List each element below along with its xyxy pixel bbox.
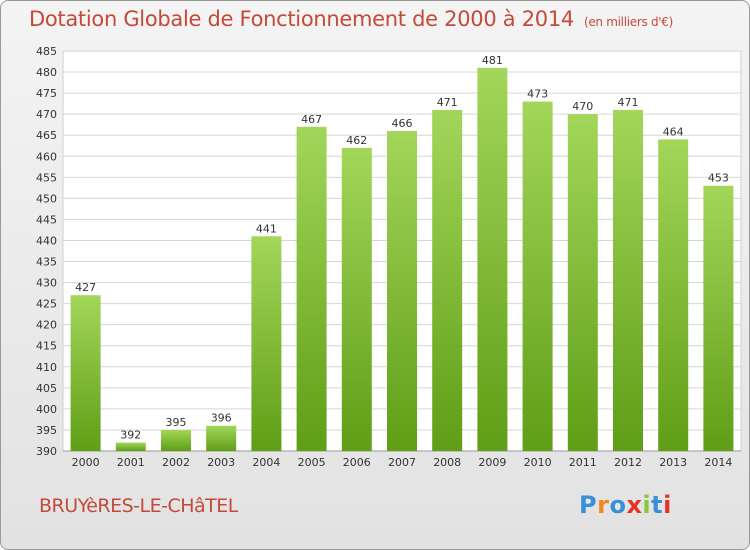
x-tick-label: 2010 (524, 456, 552, 469)
bar-2008 (432, 109, 463, 452)
data-label: 471 (618, 96, 639, 109)
data-label: 466 (392, 117, 413, 130)
data-label: 392 (120, 429, 141, 442)
data-label: 481 (482, 54, 503, 67)
y-tick-label: 455 (36, 171, 57, 184)
data-label: 395 (166, 416, 187, 429)
title-text: Dotation Globale de Fonctionnement de 20… (29, 7, 574, 31)
y-tick-label: 450 (36, 192, 57, 205)
bar-2004 (251, 236, 282, 451)
y-tick-label: 440 (36, 234, 57, 247)
y-tick-label: 480 (36, 66, 57, 79)
chart-title: Dotation Globale de Fonctionnement de 20… (29, 7, 673, 31)
data-label: 470 (572, 100, 593, 113)
logo-letter: t (651, 491, 664, 519)
x-tick-label: 2011 (569, 456, 597, 469)
y-tick-label: 435 (36, 256, 57, 269)
y-tick-label: 415 (36, 340, 57, 353)
y-tick-label: 470 (36, 108, 57, 121)
data-labels: 427 392 395 396 441 467 462 466 471 481 473 470 471 4… (75, 54, 729, 442)
logo-letter: x (626, 491, 643, 519)
x-tick-label: 2004 (252, 456, 280, 469)
y-tick-label: 425 (36, 298, 57, 311)
x-tick-label: 2009 (478, 456, 506, 469)
commune-name: BRUYèRES-LE-CHâTEL (39, 495, 238, 517)
y-tick-label: 460 (36, 150, 57, 163)
bar-2006 (341, 147, 372, 451)
x-tick-label: 2007 (388, 456, 416, 469)
x-tick-label: 2013 (659, 456, 687, 469)
x-tick-label: 2012 (614, 456, 642, 469)
logo-letter: r (597, 491, 610, 519)
bar-2010 (522, 101, 553, 452)
data-label: 427 (75, 281, 96, 294)
data-label: 441 (256, 222, 277, 235)
data-label: 464 (663, 125, 684, 138)
x-tick-label: 2014 (704, 456, 732, 469)
data-label: 453 (708, 172, 729, 185)
x-tick-label: 2001 (117, 456, 145, 469)
y-tick-label: 420 (36, 319, 57, 332)
logo-letter: i (663, 491, 672, 519)
data-label: 462 (346, 134, 367, 147)
y-tick-label: 445 (36, 213, 57, 226)
x-tick-label: 2003 (207, 456, 235, 469)
x-tick-label: 2005 (298, 456, 326, 469)
x-tick-label: 2008 (433, 456, 461, 469)
x-tick-label: 2006 (343, 456, 371, 469)
bar-2009 (477, 67, 508, 451)
y-tick-label: 400 (36, 403, 57, 416)
bar-2012 (613, 109, 643, 452)
x-axis-tick-labels: 2000 2001 2002 2003 2004 2005 2006 2007 2008 2009… (72, 456, 733, 469)
y-tick-label: 390 (36, 445, 57, 458)
logo-letter: i (642, 491, 652, 519)
bar-2003 (206, 425, 237, 451)
bars (70, 67, 734, 452)
bar-2000 (70, 295, 101, 451)
bar-2013 (658, 139, 689, 451)
y-axis-tick-labels: 390 395 400 405 410 415 420 425 430 435 440 445 450 4… (36, 45, 57, 458)
bar-2014 (703, 185, 734, 451)
logo-letter: o (609, 491, 627, 519)
y-tick-label: 410 (36, 361, 57, 374)
y-tick-label: 485 (36, 45, 57, 58)
bar-2007 (387, 131, 417, 451)
x-tick-label: 2002 (162, 456, 190, 469)
data-label: 467 (301, 113, 322, 126)
bar-2001 (115, 442, 146, 451)
bar-2005 (296, 126, 327, 451)
y-tick-label: 405 (36, 382, 57, 395)
proxiti-logo: Proxiti (579, 491, 672, 519)
x-tick-label: 2000 (72, 456, 100, 469)
logo-letter: P (579, 491, 598, 519)
y-tick-label: 475 (36, 87, 57, 100)
bar-2002 (161, 429, 191, 451)
data-label: 396 (211, 412, 232, 425)
bar-2011 (567, 114, 598, 451)
y-tick-label: 430 (36, 277, 57, 290)
chart-subtitle: (en milliers d'€) (583, 15, 673, 29)
y-tick-label: 465 (36, 129, 57, 142)
data-label: 473 (527, 88, 548, 101)
y-tick-label: 395 (36, 424, 57, 437)
data-label: 471 (437, 96, 458, 109)
